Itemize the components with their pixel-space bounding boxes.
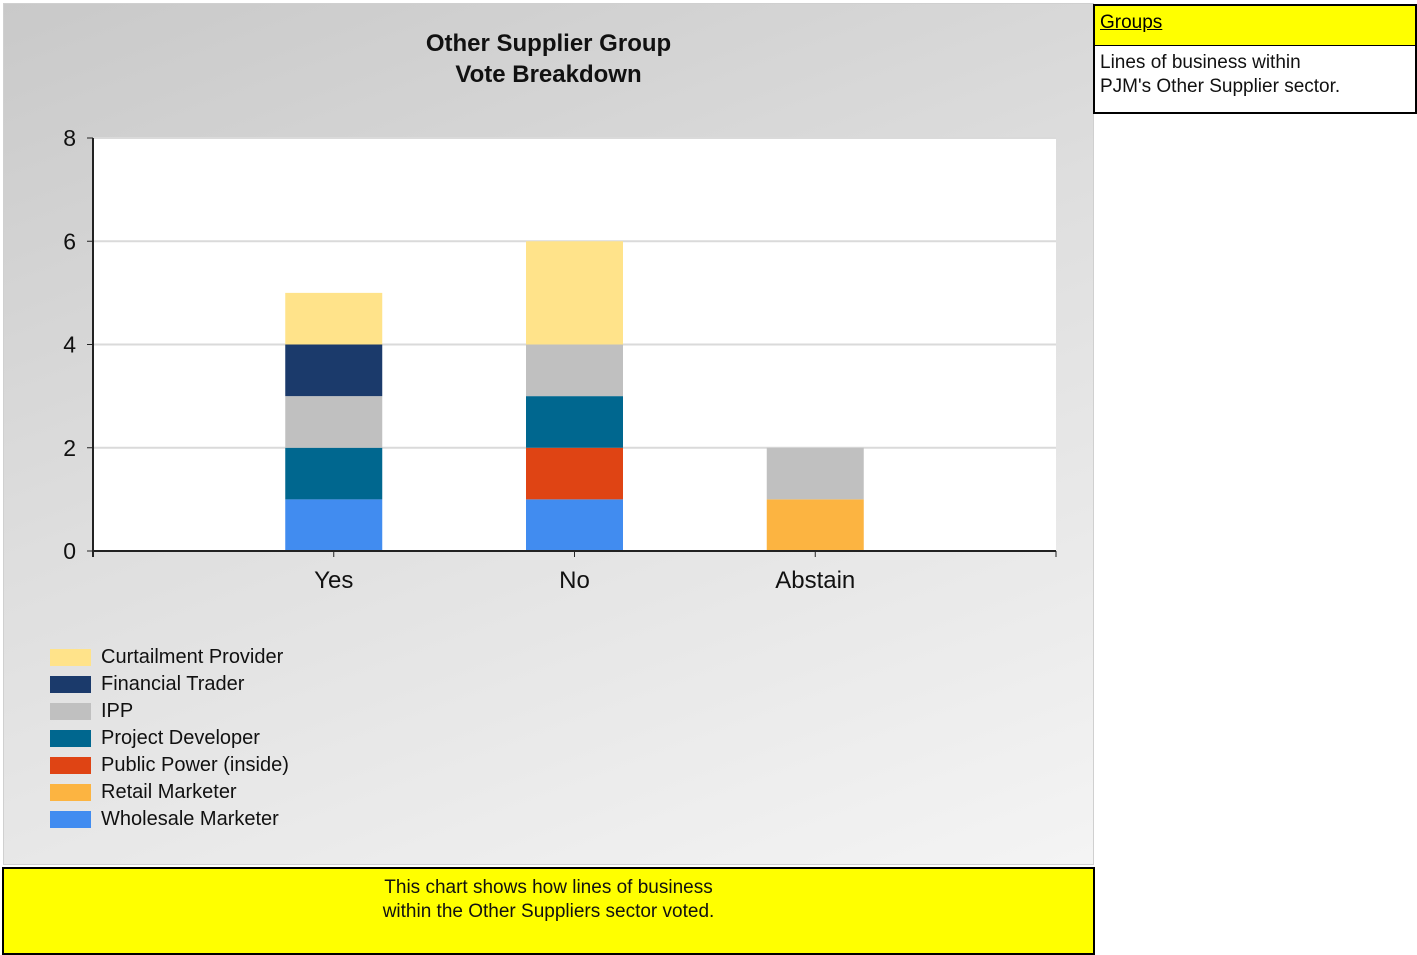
bar-segment-yes-wholesale-marketer [285, 499, 383, 551]
groups-header: Groups [1095, 6, 1415, 46]
legend-label: Wholesale Marketer [101, 808, 279, 830]
legend-swatch [50, 730, 91, 747]
legend-label: Project Developer [101, 727, 260, 749]
x-tick-label: Yes [314, 567, 353, 594]
x-tick-label: No [559, 567, 590, 594]
legend-item: IPP [50, 698, 289, 725]
legend-swatch [50, 757, 91, 774]
legend-label: IPP [101, 700, 134, 722]
bar-segment-yes-ipp [285, 396, 383, 448]
legend-label: Curtailment Provider [101, 646, 284, 668]
chart-title: Other Supplier Group Vote Breakdown [3, 28, 1094, 90]
legend-swatch [50, 649, 91, 666]
legend-swatch [50, 703, 91, 720]
y-tick-label: 0 [63, 538, 76, 564]
y-tick-label: 4 [63, 332, 76, 358]
legend-item: Curtailment Provider [50, 644, 289, 671]
bar-segment-yes-project-developer [285, 447, 383, 500]
footer-note-line-2: within the Other Suppliers sector voted. [382, 901, 715, 922]
groups-panel: Groups Lines of business within PJM's Ot… [1093, 4, 1417, 114]
groups-link[interactable]: Groups [1100, 12, 1163, 33]
stacked-bar-chart: 0 2 4 6 8 Yes No Abstain [63, 125, 1057, 594]
groups-description-line-1: Lines of business within [1100, 52, 1301, 73]
bar-segment-no-ipp [526, 344, 623, 397]
legend-swatch [50, 811, 91, 828]
legend-item: Project Developer [50, 725, 289, 752]
legend-label: Financial Trader [101, 673, 245, 695]
groups-description-line-2: PJM's Other Supplier sector. [1100, 76, 1341, 97]
groups-description: Lines of business within PJM's Other Sup… [1095, 46, 1415, 99]
footer-note: This chart shows how lines of business w… [2, 867, 1095, 955]
legend-item: Financial Trader [50, 671, 289, 698]
legend: Curtailment Provider Financial Trader IPP P… [50, 644, 289, 833]
x-tick-label: Abstain [775, 567, 855, 594]
legend-swatch [50, 676, 91, 693]
y-tick-label: 2 [63, 435, 76, 461]
legend-item: Public Power (inside) [50, 752, 289, 779]
chart-title-line-1: Other Supplier Group [425, 30, 672, 57]
bar-segment-no-public-power-inside [526, 447, 623, 500]
bar-segment-no-curtailment-provider [526, 241, 623, 345]
legend-item: Wholesale Marketer [50, 806, 289, 833]
y-tick-label: 6 [63, 228, 76, 254]
legend-swatch [50, 784, 91, 801]
legend-label: Public Power (inside) [101, 754, 289, 776]
bar-segment-no-project-developer [526, 396, 623, 448]
legend-item: Retail Marketer [50, 779, 289, 806]
bar-segment-abstain-retail-marketer [766, 499, 864, 551]
bar-segment-yes-curtailment-provider [285, 292, 383, 345]
y-tick-label: 8 [63, 125, 76, 151]
footer-note-line-1: This chart shows how lines of business [384, 877, 713, 898]
legend-label: Retail Marketer [101, 781, 237, 803]
bar-segment-no-wholesale-marketer [526, 499, 623, 551]
bar-segment-abstain-ipp [766, 447, 864, 500]
bar-segment-yes-financial-trader [285, 344, 383, 397]
chart-title-line-2: Vote Breakdown [455, 61, 642, 88]
